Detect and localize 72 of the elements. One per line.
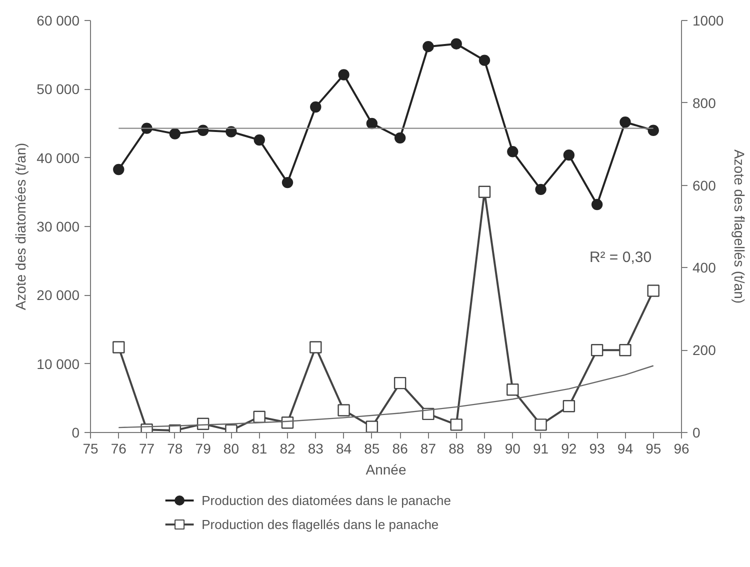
y2-tick-label: 600: [692, 177, 716, 194]
point: [310, 341, 322, 354]
point: [563, 149, 575, 161]
y-tick-label: 0: [72, 424, 80, 440]
x-tick-label: 79: [195, 440, 212, 456]
point: [169, 128, 181, 140]
y-tick-label: 30 000: [36, 218, 80, 234]
x-tick-label: 76: [110, 440, 127, 456]
point: [450, 418, 462, 431]
x-tick-label: 82: [280, 440, 296, 456]
x-tick-label: 86: [392, 440, 408, 456]
annotation: R² = 0,30: [589, 249, 652, 266]
x-tick-label: 88: [448, 440, 464, 456]
x-tick-label: 96: [674, 440, 690, 456]
y-tick-label: 60 000: [36, 12, 80, 28]
x-tick-label: 84: [336, 440, 352, 456]
y2-tick-label: 1000: [692, 12, 724, 28]
point: [507, 146, 518, 158]
x-tick-label: 93: [589, 440, 606, 456]
x-tick-label: 90: [504, 440, 521, 456]
x-tick-label: 77: [139, 440, 155, 456]
point: [620, 116, 631, 128]
point: [422, 41, 434, 52]
point: [394, 376, 406, 390]
point: [112, 341, 125, 354]
point: [394, 132, 406, 144]
point: [591, 198, 603, 210]
x-tick-label: 78: [167, 440, 183, 456]
point: [478, 186, 491, 198]
y-tick-label: 40 000: [36, 150, 80, 166]
point: [619, 344, 632, 356]
point: [113, 164, 124, 176]
x-tick-label: 89: [476, 440, 492, 456]
x-axis-title: Année: [366, 462, 406, 478]
point: [450, 38, 462, 50]
point: [534, 418, 547, 431]
x-tick-label: 81: [252, 440, 268, 456]
point: [338, 69, 350, 80]
x-tick-label: 75: [82, 440, 98, 456]
point: [366, 118, 378, 130]
legend-label: Production des diatomées dans le panache: [202, 493, 451, 508]
x-tick-label: 85: [364, 440, 380, 456]
x-tick-label: 94: [617, 440, 634, 456]
x-tick-label: 80: [223, 440, 240, 456]
point: [590, 344, 604, 356]
x-tick-label: 91: [533, 440, 549, 456]
legend-label: Production des flagellés dans le panache: [202, 517, 439, 532]
point: [562, 400, 576, 412]
point: [535, 184, 546, 196]
y-tick-label: 20 000: [36, 287, 80, 304]
y2-axis-title: Azote des flagellés (t/an): [732, 149, 748, 304]
point: [254, 134, 265, 146]
y-tick-label: 10 000: [36, 356, 80, 372]
point: [338, 404, 350, 416]
point: [648, 124, 659, 136]
y-tick-label: 50 000: [36, 81, 80, 98]
x-tick-label: 87: [420, 440, 436, 456]
x-tick-label: 95: [646, 440, 662, 456]
x-tick-label: 92: [561, 440, 577, 456]
point: [366, 420, 378, 432]
y2-tick-label: 0: [692, 424, 700, 440]
point: [310, 101, 322, 113]
point: [282, 176, 294, 188]
y-axis-title: Azote des diatomées (t/an): [12, 142, 29, 310]
point: [647, 284, 660, 297]
point: [253, 410, 266, 423]
y2-tick-label: 800: [692, 94, 716, 111]
y2-tick-label: 200: [692, 342, 716, 358]
point: [506, 384, 519, 396]
x-tick-label: 83: [308, 440, 324, 456]
y2-tick-label: 400: [692, 260, 716, 276]
point: [478, 54, 490, 66]
